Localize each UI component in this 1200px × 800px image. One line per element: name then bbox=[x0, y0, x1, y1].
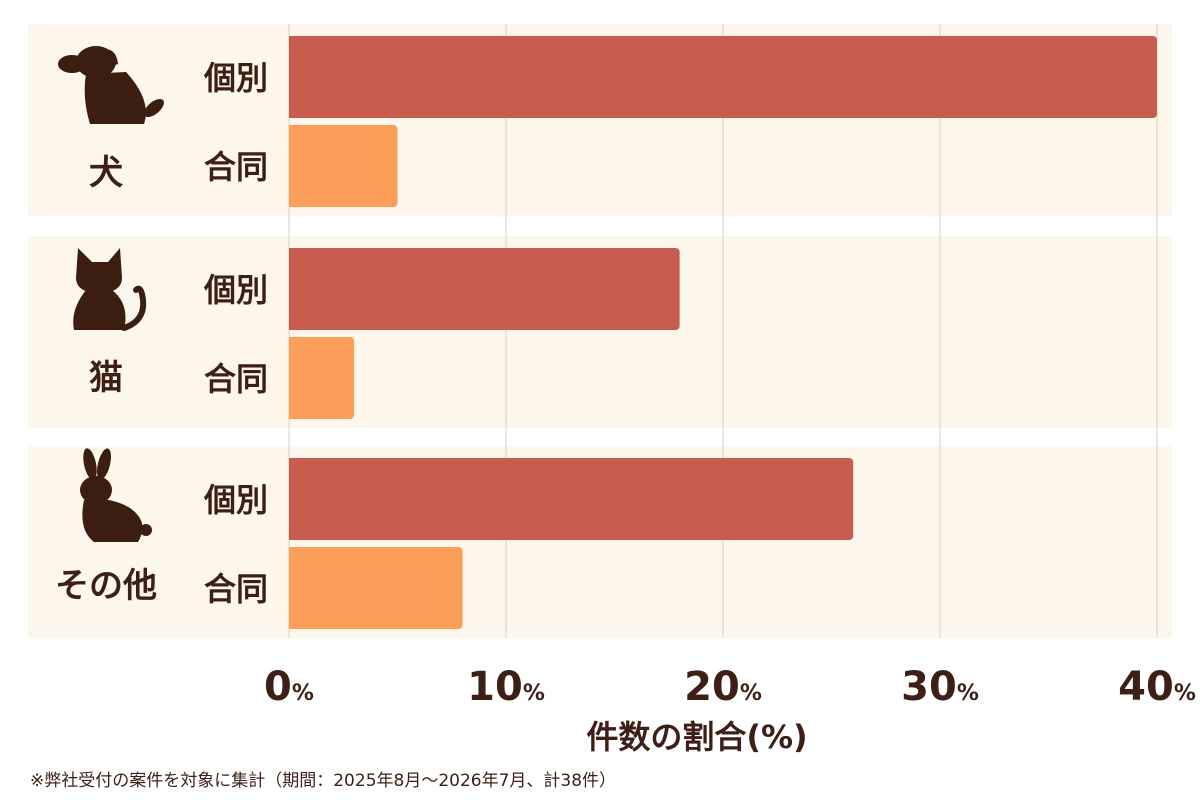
bar-edge bbox=[289, 458, 295, 540]
bar bbox=[289, 458, 854, 540]
group-label: 猫 bbox=[89, 358, 123, 398]
bar-edge bbox=[289, 36, 295, 118]
x-tick-label: 40% bbox=[1118, 664, 1196, 710]
dog-icon bbox=[58, 46, 164, 124]
bar bbox=[289, 337, 355, 419]
bar bbox=[289, 547, 463, 629]
group-label: その他 bbox=[55, 566, 157, 606]
series-label: 合同 bbox=[204, 360, 268, 398]
footnote: ※弊社受付の案件を対象に集計（期間：2025年8月〜2026年7月、計38件） bbox=[30, 771, 617, 791]
series-label: 個別 bbox=[203, 481, 268, 519]
x-tick-label: 10% bbox=[467, 664, 545, 710]
x-tick-label: 0% bbox=[264, 664, 314, 710]
bar-edge bbox=[289, 547, 295, 629]
series-label: 個別 bbox=[203, 271, 268, 309]
series-label: 個別 bbox=[203, 59, 268, 97]
bar-edge bbox=[289, 248, 295, 330]
rabbit-icon bbox=[80, 448, 152, 542]
group-label: 犬 bbox=[89, 153, 123, 193]
series-label: 合同 bbox=[204, 570, 268, 608]
bar bbox=[289, 125, 398, 207]
x-axis-title: 件数の割合(%) bbox=[586, 718, 807, 756]
series-label: 合同 bbox=[204, 148, 268, 186]
bar bbox=[289, 248, 680, 330]
bar-edge bbox=[289, 125, 295, 207]
x-tick-label: 30% bbox=[901, 664, 979, 710]
cat-icon bbox=[73, 248, 147, 331]
bar-edge bbox=[289, 337, 295, 419]
bar bbox=[289, 36, 1157, 118]
x-tick-label: 20% bbox=[684, 664, 762, 710]
